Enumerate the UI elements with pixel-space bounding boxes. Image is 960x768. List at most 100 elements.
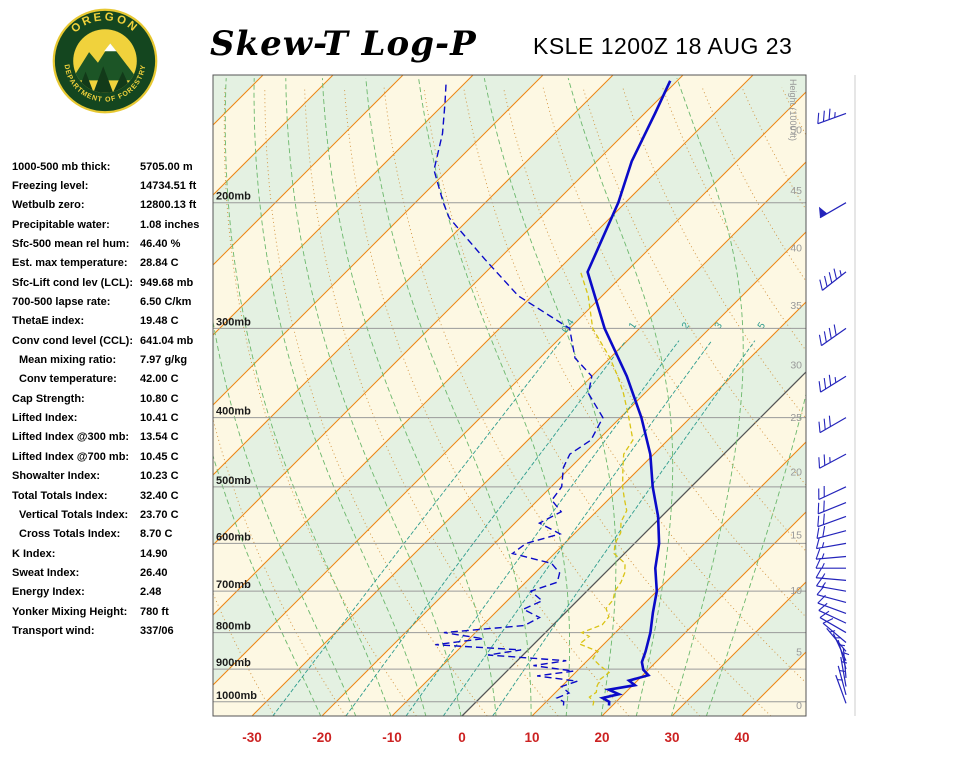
indices-panel: 1000-500 mb thick: 5705.00 m Freezing leve… — [12, 157, 214, 641]
index-value: 8.70 C — [140, 528, 173, 541]
temperature-trace — [586, 80, 672, 706]
index-row: Cap Strength: 10.80 C — [12, 389, 214, 408]
index-value: 949.68 mb — [140, 276, 194, 289]
svg-text:20: 20 — [594, 730, 609, 745]
svg-text:30: 30 — [664, 730, 679, 745]
svg-text:15: 15 — [790, 529, 802, 541]
index-label: Sfc-500 mean rel hum: — [12, 238, 130, 251]
odf-logo: OREGON DEPARTMENT OF FORESTRY — [52, 8, 158, 114]
svg-text:30: 30 — [790, 359, 802, 371]
svg-text:300mb: 300mb — [216, 316, 251, 328]
mixing-ratio-lines: 0.4 1 2 3 5 — [272, 317, 768, 716]
index-label: Mean mixing ratio: — [19, 354, 117, 367]
index-row: Sfc-500 mean rel hum: 46.40 % — [12, 234, 214, 253]
index-row: Lifted Index @700 mb: 10.45 C — [12, 447, 214, 466]
index-value: 26.40 — [140, 566, 168, 579]
index-value: 13.54 C — [140, 431, 179, 444]
svg-text:3: 3 — [713, 320, 725, 331]
index-label: Precipitable water: — [12, 218, 110, 231]
index-row: Transport wind: 337/06 — [12, 621, 214, 640]
svg-text:Height (1000 ft): Height (1000 ft) — [788, 79, 798, 141]
index-row: K Index: 14.90 — [12, 544, 214, 563]
index-row: Freezing level: 14734.51 ft — [12, 176, 214, 195]
index-row: Est. max temperature: 28.84 C — [12, 254, 214, 273]
index-label: Conv cond level (CCL): — [12, 334, 134, 347]
index-value: 12800.13 ft — [140, 199, 197, 212]
index-label: ThetaE index: — [12, 315, 85, 328]
svg-text:900mb: 900mb — [216, 657, 251, 669]
index-value: 5705.00 m — [140, 160, 193, 173]
svg-text:700mb: 700mb — [216, 579, 251, 591]
index-value: 23.70 C — [140, 508, 179, 521]
index-label: Vertical Totals Index: — [19, 508, 129, 521]
index-value: 46.40 % — [140, 238, 181, 251]
index-row: Lifted Index @300 mb: 13.54 C — [12, 428, 214, 447]
index-value: 6.50 C/km — [140, 296, 192, 309]
index-value: 7.97 g/kg — [140, 354, 188, 367]
index-label: Lifted Index @700 mb: — [12, 450, 130, 463]
wind-barbs — [815, 108, 850, 704]
index-value: 10.41 C — [140, 412, 179, 425]
index-row: Conv temperature: 42.00 C — [12, 370, 214, 389]
index-label: 1000-500 mb thick: — [12, 160, 111, 173]
svg-text:400mb: 400mb — [216, 406, 251, 418]
index-label: Cap Strength: — [12, 392, 85, 405]
svg-text:600mb: 600mb — [216, 531, 251, 543]
svg-text:1: 1 — [627, 320, 639, 331]
svg-text:2: 2 — [680, 320, 692, 331]
index-row: Conv cond level (CCL): 641.04 mb — [12, 331, 214, 350]
index-row: Lifted Index: 10.41 C — [12, 408, 214, 427]
index-row: 1000-500 mb thick: 5705.00 m — [12, 157, 214, 176]
station-id: KSLE 1200Z 18 AUG 23 — [533, 33, 793, 59]
svg-text:45: 45 — [790, 185, 802, 197]
index-value: 780 ft — [140, 605, 169, 618]
moist-adiabats — [213, 77, 806, 716]
svg-text:-30: -30 — [242, 730, 262, 745]
svg-text:0: 0 — [796, 700, 802, 712]
index-value: 19.48 C — [140, 315, 179, 328]
index-row: 700-500 lapse rate: 6.50 C/km — [12, 292, 214, 311]
index-label: 700-500 lapse rate: — [12, 296, 111, 309]
temp-axis-labels: -30 -20 -10 0 10 20 30 40 — [242, 730, 749, 745]
index-row: Mean mixing ratio: 7.97 g/kg — [12, 350, 214, 369]
svg-text:40: 40 — [790, 242, 802, 254]
index-row: Cross Totals Index: 8.70 C — [12, 525, 214, 544]
index-value: 32.40 C — [140, 489, 179, 502]
svg-text:10: 10 — [524, 730, 539, 745]
index-row: Energy Index: 2.48 — [12, 583, 214, 602]
svg-text:20: 20 — [790, 467, 802, 479]
svg-text:500mb: 500mb — [216, 475, 251, 487]
index-label: Est. max temperature: — [12, 257, 128, 270]
pressure-gridlines — [213, 202, 806, 703]
index-label: Lifted Index: — [12, 412, 78, 425]
svg-text:25: 25 — [790, 412, 802, 424]
index-value: 10.45 C — [140, 450, 179, 463]
index-value: 14734.51 ft — [140, 180, 197, 193]
index-value: 2.48 — [140, 586, 162, 599]
index-label: Total Totals Index: — [12, 489, 108, 502]
index-value: 42.00 C — [140, 373, 179, 386]
svg-text:35: 35 — [790, 300, 802, 312]
index-label: Transport wind: — [12, 624, 95, 637]
index-row: Showalter Index: 10.23 C — [12, 467, 214, 486]
svg-text:5: 5 — [796, 647, 802, 659]
index-label: Lifted Index @300 mb: — [12, 431, 130, 444]
index-row: Sweat Index: 26.40 — [12, 563, 214, 582]
svg-text:10: 10 — [790, 585, 802, 597]
index-value: 14.90 — [140, 547, 168, 560]
svg-text:0: 0 — [458, 730, 466, 745]
index-value: 10.80 C — [140, 392, 179, 405]
index-value: 337/06 — [140, 624, 174, 637]
index-value: 641.04 mb — [140, 334, 194, 347]
index-label: Sweat Index: — [12, 566, 80, 579]
index-row: Yonker Mixing Height: 780 ft — [12, 602, 214, 621]
index-label: Sfc-Lift cond lev (LCL): — [12, 276, 133, 289]
index-value: 10.23 C — [140, 470, 179, 483]
svg-text:1000mb: 1000mb — [216, 690, 257, 702]
index-value: 1.08 inches — [140, 218, 200, 231]
index-row: Vertical Totals Index: 23.70 C — [12, 505, 214, 524]
index-value: 28.84 C — [140, 257, 179, 270]
index-row: ThetaE index: 19.48 C — [12, 312, 214, 331]
